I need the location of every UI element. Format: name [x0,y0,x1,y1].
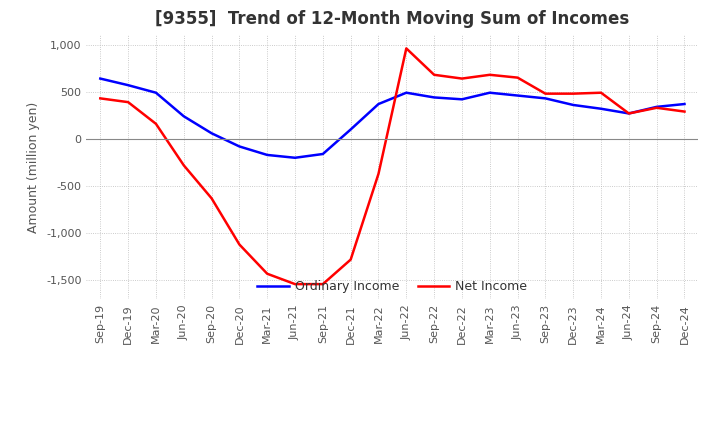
Net Income [485,72,494,77]
Net Income [96,96,104,101]
Ordinary Income [318,151,327,157]
Net Income [430,72,438,77]
Ordinary Income [597,106,606,111]
Net Income [680,109,689,114]
Net Income [179,163,188,168]
Ordinary Income [430,95,438,100]
Ordinary Income [458,97,467,102]
Ordinary Income [680,101,689,106]
Net Income [569,91,577,96]
Ordinary Income [485,90,494,95]
Legend: Ordinary Income, Net Income: Ordinary Income, Net Income [252,275,533,298]
Net Income [346,257,355,262]
Net Income [402,46,410,51]
Line: Ordinary Income: Ordinary Income [100,79,685,158]
Ordinary Income [402,90,410,95]
Net Income [124,99,132,105]
Net Income [207,196,216,201]
Net Income [541,91,550,96]
Ordinary Income [235,144,243,149]
Ordinary Income [96,76,104,81]
Ordinary Income [124,83,132,88]
Ordinary Income [179,114,188,119]
Net Income [235,242,243,247]
Net Income [152,121,161,126]
Ordinary Income [652,104,661,110]
Ordinary Income [207,131,216,136]
Net Income [652,105,661,110]
Net Income [597,90,606,95]
Net Income [458,76,467,81]
Net Income [318,282,327,287]
Ordinary Income [346,127,355,132]
Ordinary Income [263,152,271,158]
Net Income [374,171,383,176]
Net Income [513,75,522,80]
Ordinary Income [569,103,577,108]
Ordinary Income [513,93,522,98]
Net Income [291,282,300,287]
Net Income [624,111,633,116]
Line: Net Income: Net Income [100,48,685,284]
Y-axis label: Amount (million yen): Amount (million yen) [27,102,40,233]
Ordinary Income [291,155,300,161]
Title: [9355]  Trend of 12-Month Moving Sum of Incomes: [9355] Trend of 12-Month Moving Sum of I… [156,10,629,28]
Ordinary Income [541,96,550,101]
Ordinary Income [152,90,161,95]
Ordinary Income [624,111,633,116]
Net Income [263,271,271,276]
Ordinary Income [374,101,383,106]
